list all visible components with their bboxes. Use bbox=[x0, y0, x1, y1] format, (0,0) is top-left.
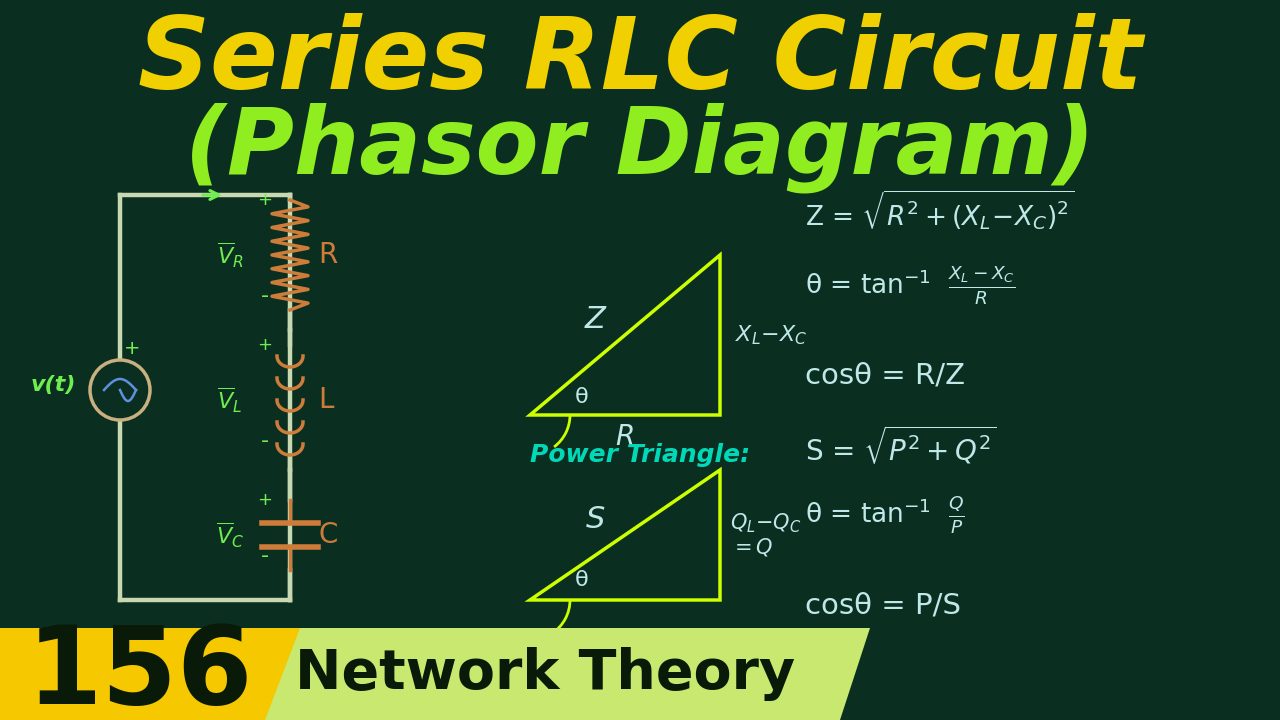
Text: Series RLC Circuit: Series RLC Circuit bbox=[138, 14, 1142, 110]
Text: R: R bbox=[317, 241, 337, 269]
Text: θ: θ bbox=[575, 387, 589, 407]
Text: R: R bbox=[616, 423, 635, 451]
Text: -: - bbox=[261, 286, 269, 306]
Text: (Phasor Diagram): (Phasor Diagram) bbox=[186, 103, 1094, 193]
Text: L: L bbox=[317, 386, 334, 414]
Text: 156: 156 bbox=[27, 621, 253, 720]
Text: v(t): v(t) bbox=[31, 375, 76, 395]
Text: $\overline{V}_C$: $\overline{V}_C$ bbox=[216, 521, 244, 549]
Text: -: - bbox=[261, 431, 269, 451]
Text: S: S bbox=[585, 505, 604, 534]
Text: Power Triangle:: Power Triangle: bbox=[530, 443, 750, 467]
Text: +: + bbox=[124, 338, 141, 358]
Text: $= Q$: $= Q$ bbox=[730, 536, 773, 558]
Text: cosθ = R/Z: cosθ = R/Z bbox=[805, 361, 965, 389]
Text: $\overline{V}_R$: $\overline{V}_R$ bbox=[216, 240, 243, 269]
Text: $Q_L$$-$$Q_C$: $Q_L$$-$$Q_C$ bbox=[730, 511, 801, 535]
Text: +: + bbox=[257, 336, 273, 354]
Text: Z = $\sqrt{R^2 + (X_L\!-\!X_C)^2}$: Z = $\sqrt{R^2 + (X_L\!-\!X_C)^2}$ bbox=[805, 188, 1075, 232]
Circle shape bbox=[90, 360, 150, 420]
Text: $X_L$$-$$X_C$: $X_L$$-$$X_C$ bbox=[735, 323, 808, 347]
Polygon shape bbox=[225, 628, 870, 720]
Polygon shape bbox=[0, 628, 300, 720]
Text: $\overline{V}_L$: $\overline{V}_L$ bbox=[218, 385, 243, 415]
Text: θ = tan$^{-1}$  $\frac{X_L - X_C}{R}$: θ = tan$^{-1}$ $\frac{X_L - X_C}{R}$ bbox=[805, 264, 1015, 307]
Text: Z: Z bbox=[585, 305, 605, 335]
Text: -: - bbox=[261, 546, 269, 566]
Text: +: + bbox=[257, 191, 273, 209]
Text: C: C bbox=[317, 521, 338, 549]
Text: θ = tan$^{-1}$  $\frac{Q}{P}$: θ = tan$^{-1}$ $\frac{Q}{P}$ bbox=[805, 494, 965, 536]
Text: S = $\sqrt{P^2 + Q^2}$: S = $\sqrt{P^2 + Q^2}$ bbox=[805, 423, 997, 467]
Text: θ: θ bbox=[575, 570, 589, 590]
Text: +: + bbox=[257, 491, 273, 509]
Text: cosθ = P/S: cosθ = P/S bbox=[805, 591, 961, 619]
Text: Network Theory: Network Theory bbox=[294, 647, 795, 701]
